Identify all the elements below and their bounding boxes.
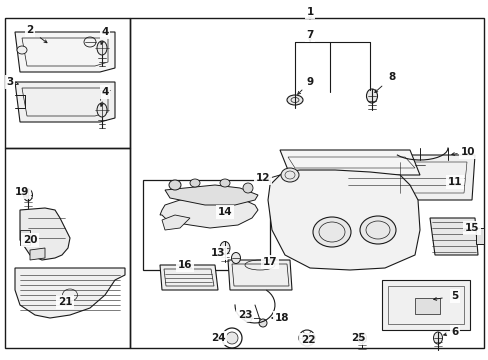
Text: 23: 23 xyxy=(237,310,252,320)
Bar xyxy=(5,148,130,348)
Ellipse shape xyxy=(220,242,229,255)
Polygon shape xyxy=(15,82,115,122)
Ellipse shape xyxy=(259,319,266,327)
Ellipse shape xyxy=(23,189,32,201)
Text: 14: 14 xyxy=(217,207,232,217)
Text: 3: 3 xyxy=(6,77,14,87)
Text: 1: 1 xyxy=(306,7,313,17)
Ellipse shape xyxy=(17,46,27,54)
Ellipse shape xyxy=(220,179,229,187)
Text: 8: 8 xyxy=(387,72,395,82)
Text: 24: 24 xyxy=(210,333,225,343)
Ellipse shape xyxy=(97,103,107,117)
Text: 25: 25 xyxy=(350,333,365,343)
Polygon shape xyxy=(162,215,190,230)
Ellipse shape xyxy=(281,168,298,182)
Polygon shape xyxy=(227,260,291,290)
Text: 21: 21 xyxy=(58,297,72,307)
Polygon shape xyxy=(15,268,125,318)
Polygon shape xyxy=(20,208,70,260)
Text: 11: 11 xyxy=(447,177,461,187)
Text: 7: 7 xyxy=(305,30,313,40)
Bar xyxy=(130,18,483,348)
Ellipse shape xyxy=(190,179,200,187)
Ellipse shape xyxy=(243,183,252,193)
Text: 10: 10 xyxy=(460,147,474,157)
Text: 13: 13 xyxy=(210,248,225,258)
Text: 5: 5 xyxy=(450,291,458,301)
Ellipse shape xyxy=(359,216,395,244)
Polygon shape xyxy=(267,170,419,270)
Polygon shape xyxy=(280,150,419,175)
Polygon shape xyxy=(381,280,469,330)
Ellipse shape xyxy=(312,217,350,247)
Text: 17: 17 xyxy=(262,257,277,267)
Text: 15: 15 xyxy=(464,223,478,233)
Ellipse shape xyxy=(244,314,251,322)
Polygon shape xyxy=(160,195,258,228)
Polygon shape xyxy=(337,155,474,200)
Text: 4: 4 xyxy=(101,27,108,37)
Text: 12: 12 xyxy=(255,173,270,183)
Polygon shape xyxy=(429,218,477,255)
Ellipse shape xyxy=(433,332,442,344)
Polygon shape xyxy=(414,298,439,314)
Text: 4: 4 xyxy=(101,87,108,97)
Polygon shape xyxy=(164,185,258,205)
Text: 6: 6 xyxy=(450,327,458,337)
Text: 18: 18 xyxy=(274,313,289,323)
Text: 9: 9 xyxy=(306,77,313,87)
Ellipse shape xyxy=(97,41,107,55)
Polygon shape xyxy=(30,248,45,260)
Polygon shape xyxy=(475,228,483,244)
Bar xyxy=(142,180,269,270)
Text: 16: 16 xyxy=(177,260,192,270)
Polygon shape xyxy=(20,230,30,245)
Text: 2: 2 xyxy=(26,25,34,35)
Ellipse shape xyxy=(366,89,377,103)
Polygon shape xyxy=(15,32,115,72)
Text: 19: 19 xyxy=(15,187,29,197)
Text: 20: 20 xyxy=(23,235,37,245)
Ellipse shape xyxy=(169,180,181,190)
Text: 22: 22 xyxy=(300,335,315,345)
Polygon shape xyxy=(160,265,218,290)
Bar xyxy=(5,18,130,148)
Ellipse shape xyxy=(225,332,238,344)
Ellipse shape xyxy=(286,95,303,105)
Ellipse shape xyxy=(357,333,366,343)
Ellipse shape xyxy=(231,252,240,264)
Ellipse shape xyxy=(302,333,311,342)
